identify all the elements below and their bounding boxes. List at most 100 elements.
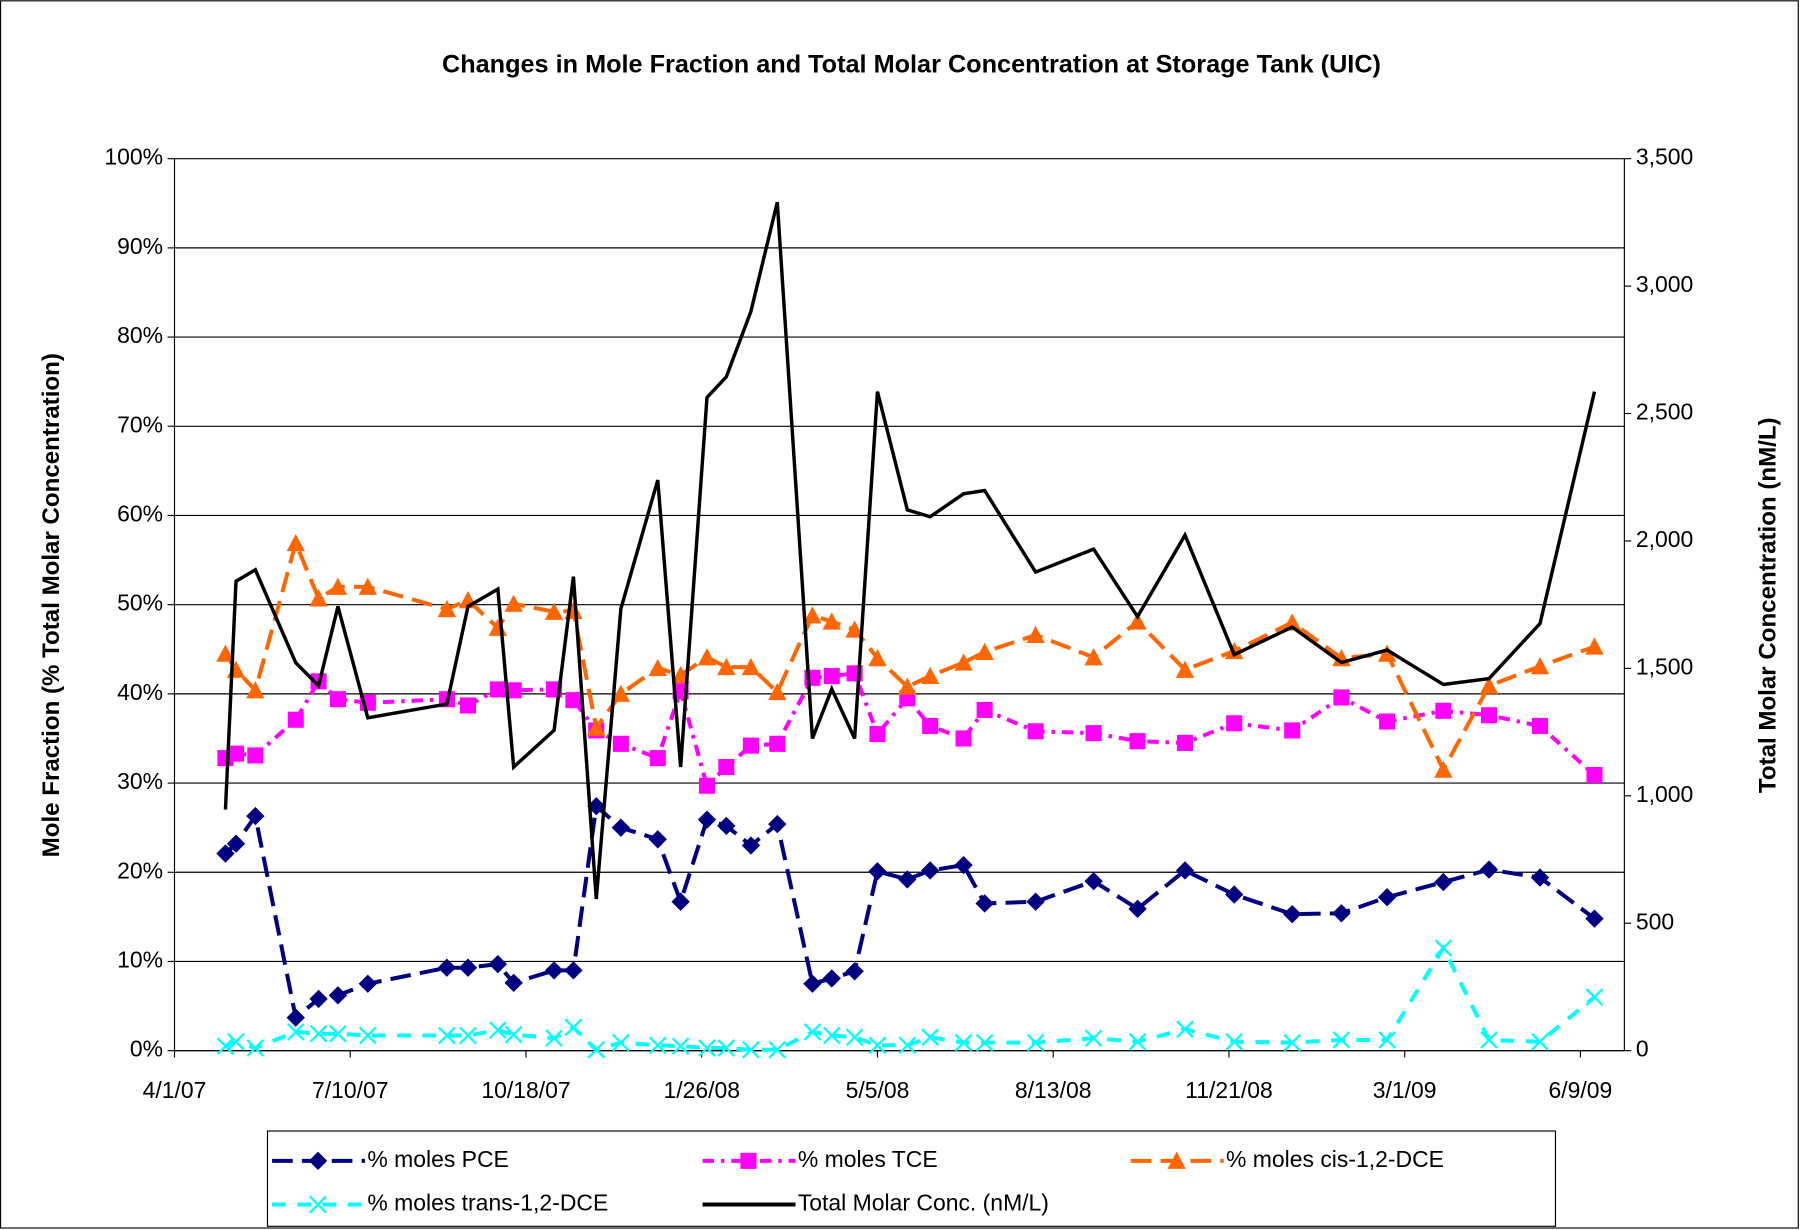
marker <box>868 649 887 667</box>
legend-label: % moles PCE <box>367 1146 509 1172</box>
marker <box>717 816 736 836</box>
marker <box>822 1026 841 1045</box>
series-line <box>223 201 1597 900</box>
marker <box>1480 1031 1498 1049</box>
marker <box>845 962 864 981</box>
marker <box>823 667 840 685</box>
marker <box>1434 939 1453 957</box>
marker <box>1026 892 1045 911</box>
marker <box>216 644 235 662</box>
x-tick-label: 5/5/08 <box>846 1077 910 1103</box>
marker <box>247 747 264 764</box>
marker <box>921 1028 940 1047</box>
marker <box>869 725 886 743</box>
marker <box>1026 1033 1045 1052</box>
marker <box>803 606 822 624</box>
marker <box>612 735 629 752</box>
marker <box>246 1039 265 1057</box>
marker <box>328 577 348 595</box>
marker <box>1377 644 1397 662</box>
y-tick-label: 30% <box>117 768 163 794</box>
marker <box>1084 648 1103 666</box>
marker <box>1283 904 1302 924</box>
marker <box>648 658 667 677</box>
marker <box>898 870 917 889</box>
marker <box>459 1026 477 1045</box>
marker <box>1530 868 1550 887</box>
y-tick-label: 10% <box>117 947 163 973</box>
marker <box>226 834 246 853</box>
marker <box>328 986 348 1005</box>
marker <box>216 1037 235 1056</box>
y-axis-title: Mole Fraction (% Total Molar Concentrati… <box>38 353 65 857</box>
y2-tick-label: 500 <box>1636 908 1674 934</box>
marker <box>458 958 478 977</box>
marker <box>216 844 235 863</box>
x-tick-label: 4/1/07 <box>143 1077 207 1103</box>
marker <box>1531 1032 1549 1051</box>
marker <box>768 814 787 834</box>
series-line <box>224 671 1596 790</box>
marker <box>437 599 457 618</box>
y-tick-label: 80% <box>117 322 163 348</box>
x-tick-label: 3/1/09 <box>1373 1077 1437 1103</box>
marker <box>868 862 887 881</box>
marker <box>671 892 690 911</box>
x-tick-label: 1/26/08 <box>663 1077 740 1103</box>
marker <box>1129 733 1146 750</box>
marker <box>648 830 667 849</box>
y-tick-label: 90% <box>117 233 163 259</box>
marker <box>1176 734 1194 751</box>
marker <box>227 1032 245 1051</box>
marker <box>1377 888 1397 907</box>
marker <box>1435 702 1452 719</box>
marker <box>742 1040 760 1059</box>
marker <box>954 1033 973 1052</box>
marker <box>1332 1031 1351 1049</box>
marker <box>1434 760 1453 778</box>
marker <box>504 1025 523 1044</box>
marker <box>611 818 631 837</box>
y-tick-label: 0% <box>130 1036 163 1062</box>
marker <box>286 533 305 552</box>
marker <box>975 1033 994 1052</box>
marker <box>1084 1029 1103 1048</box>
marker <box>954 653 973 671</box>
series-line <box>223 536 1596 775</box>
legend-label: % moles cis-1,2-DCE <box>1226 1146 1444 1172</box>
marker <box>1530 657 1550 675</box>
marker <box>845 1028 864 1047</box>
marker <box>309 589 328 607</box>
marker <box>922 717 939 735</box>
marker <box>976 701 993 718</box>
marker <box>564 1018 583 1037</box>
marker <box>898 1036 917 1055</box>
marker <box>564 961 583 980</box>
x-tick-label: 8/13/08 <box>1015 1077 1092 1103</box>
marker <box>698 777 716 794</box>
marker <box>1225 885 1244 904</box>
marker <box>1585 637 1604 655</box>
marker <box>649 750 666 767</box>
marker <box>1176 1020 1194 1039</box>
marker <box>227 745 245 762</box>
legend-label: % moles TCE <box>798 1146 938 1172</box>
marker <box>545 1029 563 1048</box>
marker <box>287 711 304 728</box>
chart-title: Changes in Mole Fraction and Total Molar… <box>442 50 1381 78</box>
x-tick-label: 11/21/08 <box>1185 1077 1273 1103</box>
marker <box>717 1039 736 1057</box>
y2-axis-title: Total Molar Concentration (nM/L) <box>1754 417 1781 793</box>
x-tick-label: 7/10/07 <box>312 1077 389 1103</box>
marker <box>1027 723 1044 740</box>
marker <box>898 677 917 695</box>
y2-tick-label: 2,000 <box>1636 526 1693 552</box>
marker <box>1128 612 1147 630</box>
y2-tick-label: 1,500 <box>1636 653 1693 679</box>
y2-tick-label: 3,000 <box>1636 271 1693 297</box>
marker <box>1026 625 1045 644</box>
marker <box>1128 1032 1147 1051</box>
marker <box>505 682 522 699</box>
x-tick-label: 10/18/07 <box>481 1077 570 1103</box>
